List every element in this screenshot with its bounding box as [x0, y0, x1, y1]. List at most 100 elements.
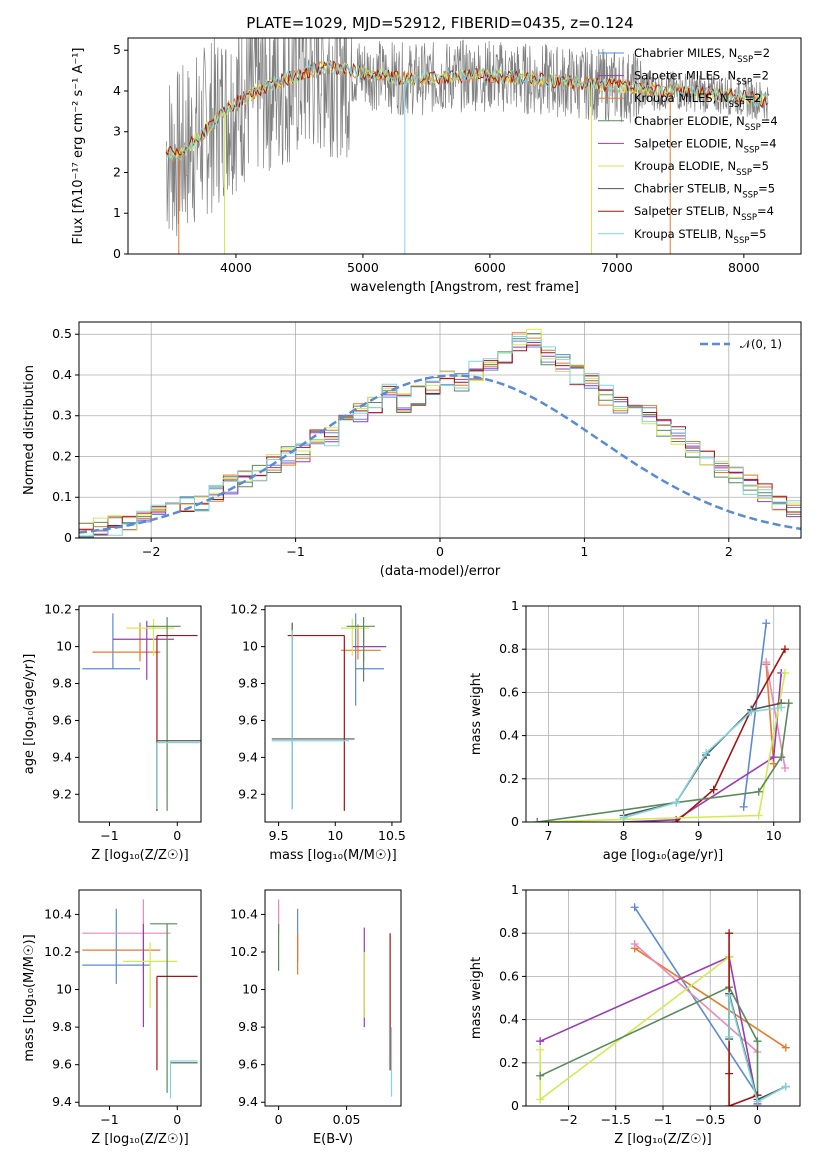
weight-marker: [781, 1082, 790, 1091]
x-tick-label: 2: [725, 544, 733, 559]
legend-entry: Chabrier ELODIE, NSSP=4: [634, 114, 778, 133]
weight-marker: [536, 1071, 545, 1080]
plot-area-weight_vs_Z: [536, 903, 790, 1106]
weight-series-line: [634, 947, 787, 1049]
y-tick-label: 0: [511, 814, 519, 829]
model-spectrum-line: [165, 60, 769, 162]
x-tick-label: 5000: [347, 260, 379, 275]
legend-subscript: SSP: [729, 100, 745, 110]
x-tick-label: −1: [100, 1112, 118, 1127]
y-tick-label: 10.4: [230, 906, 258, 921]
y-tick-label: 9.8: [52, 1019, 72, 1034]
frame-mass_vs_ebv: 0 0.05 9.4 9.6 9.8 10 10.2 10.4 E(B-V): [230, 889, 402, 1147]
x-tick-label: −2: [559, 1112, 577, 1127]
y-tick-label: 9.4: [238, 749, 258, 764]
legend-subscript: SSP: [741, 213, 757, 223]
axes-mass_vs_Z: −1 0 9.4 9.6 9.8 10 10.2 10.4 Z [log₁₀(Z/Z☉)] mas…: [22, 889, 202, 1147]
plot-area-mass_vs_ebv: [278, 899, 393, 1097]
frame-weight_vs_Z: −2 −1.5 −1 −0.5 0 0 0.2 0.4 0.6 0.8 1 Z [log₁₀(Z/Z☉…: [469, 882, 801, 1147]
weight-series-line: [675, 648, 786, 822]
axes-weight_vs_age: 7 8 9 10 0 0.2 0.4 0.6 0.8 1 age [log₁₀(age/yr)] ma…: [469, 598, 801, 863]
y-tick-label: 3: [113, 124, 121, 139]
y-tick-label: 0: [64, 530, 72, 545]
x-tick-label: 8000: [728, 260, 760, 275]
axes-frame: [78, 605, 202, 823]
y-tick-label: 9.2: [238, 786, 258, 801]
frame-spectrum: 4000 5000 6000 7000 8000 0 1 2 3 4 5 wavelength [An…: [71, 37, 802, 295]
x-tick-label: −1.5: [601, 1112, 631, 1127]
legend-entry: Kroupa STELIB, NSSP=5: [634, 227, 766, 246]
y-tick-label: 0.2: [499, 771, 519, 786]
weight-series-line: [728, 995, 787, 1103]
x-tick-label: 0: [754, 1112, 762, 1127]
weight-series-line: [634, 906, 759, 1096]
weight-marker: [762, 658, 771, 667]
y-tick-label: 0.4: [52, 367, 72, 382]
x-tick-label: 4000: [220, 260, 252, 275]
y-axis-label: age [log₁₀(age/yr)]: [22, 654, 37, 775]
x-tick-label: 1: [580, 544, 588, 559]
legend-subscript: SSP: [736, 168, 752, 178]
x-axis-label: wavelength [Angstrom, rest frame]: [350, 280, 579, 295]
weight-marker: [753, 1037, 762, 1046]
x-tick-label: −1: [654, 1112, 672, 1127]
axes-weight_vs_Z: −2 −1.5 −1 −0.5 0 0 0.2 0.4 0.6 0.8 1 Z [log₁₀(Z/Z☉…: [469, 882, 801, 1147]
y-tick-label: 4: [113, 83, 121, 98]
legend-subscript: SSP: [745, 123, 761, 133]
plot-area-mass_vs_Z: [82, 899, 198, 1099]
x-tick-label: 9.5: [269, 828, 289, 843]
frame-weight_vs_age: 7 8 9 10 0 0.2 0.4 0.6 0.8 1 age [log₁₀(age/yr)] ma…: [469, 598, 801, 863]
x-tick-label: 10.5: [378, 828, 406, 843]
legend-entry: Kroupa ELODIE, NSSP=5: [634, 159, 769, 178]
legend-entry: Salpeter MILES, NSSP=2: [634, 69, 769, 88]
x-axis-label: Z [log₁₀(Z/Z☉)]: [91, 1132, 188, 1147]
x-tick-label: 8: [620, 828, 628, 843]
y-tick-label: 5: [113, 42, 121, 57]
weight-marker: [784, 699, 793, 708]
y-tick-label: 0.8: [499, 641, 519, 656]
y-tick-label: 10.2: [44, 602, 72, 617]
legend-entry: Salpeter ELODIE, NSSP=4: [634, 136, 777, 155]
y-axis-label: Flux [fλ10⁻¹⁷ erg cm⁻² s⁻¹ A⁻¹]: [71, 48, 86, 245]
x-tick-label: 7000: [601, 260, 633, 275]
y-tick-label: 1: [113, 205, 121, 220]
y-tick-label: 0.2: [499, 1055, 519, 1070]
y-tick-label: 9.6: [52, 1057, 72, 1072]
axes-frame: [525, 605, 801, 823]
axes-age_vs_Z: −1 0 9.2 9.4 9.6 9.8 10 10.2 Z [log₁₀(Z/Z☉)] age …: [22, 602, 202, 863]
axes-frame: [127, 37, 802, 255]
y-tick-label: 10.4: [44, 906, 72, 921]
weight-series-line: [634, 943, 759, 1053]
weight-marker: [777, 753, 786, 762]
y-tick-label: 10: [242, 639, 258, 654]
residuals-legend: 𝒩(0, 1): [700, 337, 782, 351]
y-tick-label: 0: [113, 246, 121, 261]
x-tick-label: 6000: [474, 260, 506, 275]
weight-series-line: [742, 623, 767, 807]
x-axis-label: age [log₁₀(age/yr)]: [603, 848, 724, 863]
plot-area-age_vs_mass: [271, 613, 387, 811]
plot-area-age_vs_Z: [82, 613, 201, 811]
weight-marker: [747, 707, 756, 716]
legend-entry: Salpeter STELIB, NSSP=4: [634, 204, 774, 223]
x-axis-label: Z [log₁₀(Z/Z☉)]: [91, 848, 188, 863]
legend-subscript: SSP: [734, 236, 750, 246]
legend-subscript: SSP: [744, 145, 760, 155]
legend-entry: Kroupa MILES, NSSP=2: [634, 91, 761, 110]
weight-series-line: [539, 986, 759, 1106]
y-tick-label: 9.8: [238, 676, 258, 691]
y-tick-label: 0: [511, 1098, 519, 1113]
y-tick-label: 0.4: [499, 728, 519, 743]
weight-marker: [777, 703, 786, 712]
y-tick-label: 0.2: [52, 448, 72, 463]
weight-marker: [630, 940, 639, 948]
y-tick-label: 10: [56, 639, 72, 654]
x-tick-label: 9: [695, 828, 703, 843]
weight-marker: [754, 811, 763, 820]
weight-marker: [536, 1095, 545, 1104]
frame-mass_vs_Z: −1 0 9.4 9.6 9.8 10 10.2 10.4 Z [log₁₀(Z/Z☉)] mas…: [22, 889, 202, 1147]
weight-marker: [762, 619, 771, 628]
x-axis-label: Z [log₁₀(Z/Z☉)]: [614, 1132, 711, 1147]
y-tick-label: 10.2: [44, 944, 72, 959]
x-tick-label: −2: [142, 544, 160, 559]
